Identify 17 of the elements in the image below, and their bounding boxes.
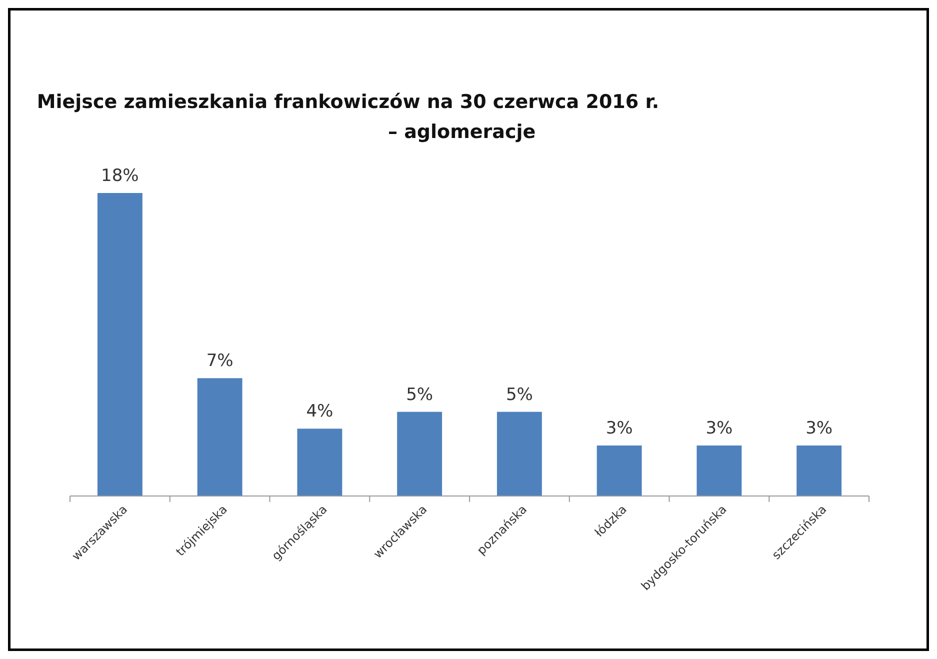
data-label: 3% <box>706 418 733 438</box>
data-label: 3% <box>606 418 633 438</box>
bar <box>496 412 542 496</box>
bar <box>696 446 742 496</box>
data-label: 5% <box>506 384 533 405</box>
bar <box>97 193 142 496</box>
data-label: 18% <box>101 166 139 186</box>
chart-title: Miejsce zamieszkania frankowiczów na 30 czerwca 2016 r. – aglomeracje <box>36 91 660 143</box>
data-label: 7% <box>206 351 234 372</box>
bar <box>596 446 642 496</box>
data-label: 4% <box>306 402 334 422</box>
data-label: 5% <box>406 384 434 405</box>
data-label: 3% <box>806 418 833 438</box>
bar <box>197 378 242 496</box>
bar <box>796 446 842 496</box>
bar <box>297 428 342 496</box>
bar <box>397 412 442 496</box>
